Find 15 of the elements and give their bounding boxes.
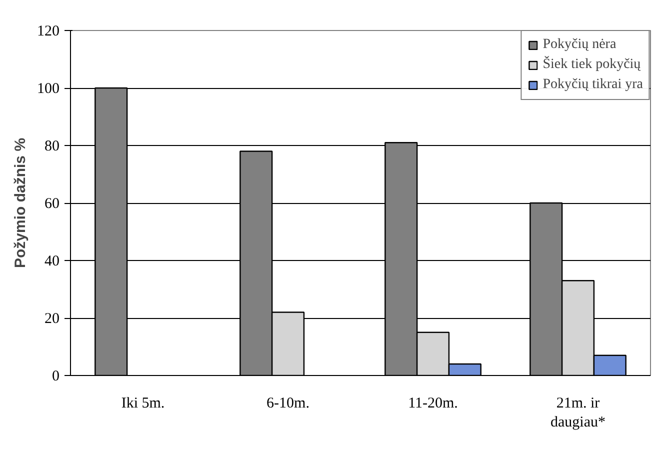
y-tick-label: 20 <box>44 311 60 327</box>
y-tick-label: 120 <box>37 24 60 40</box>
legend-label: Šiek tiek pokyčių <box>542 57 641 73</box>
y-tick-label: 80 <box>44 138 60 154</box>
y-tick-label: 0 <box>52 368 60 384</box>
x-tick-label: 6-10m. <box>266 396 310 412</box>
y-tick-label: 40 <box>44 254 60 270</box>
y-tick-label: 60 <box>44 196 60 212</box>
y-tick-label: 100 <box>37 81 60 97</box>
x-tick-label: 11-20m. <box>408 396 458 412</box>
legend-label: Pokyčių tikrai yra <box>542 77 643 93</box>
y-axis-title: Požymio dažnis % <box>12 138 29 268</box>
legend-label: Pokyčių nėra <box>542 37 616 53</box>
x-tick-label: Iki 5m. <box>121 396 165 412</box>
x-tick-label: 21m. ir daugiau* <box>550 396 606 431</box>
